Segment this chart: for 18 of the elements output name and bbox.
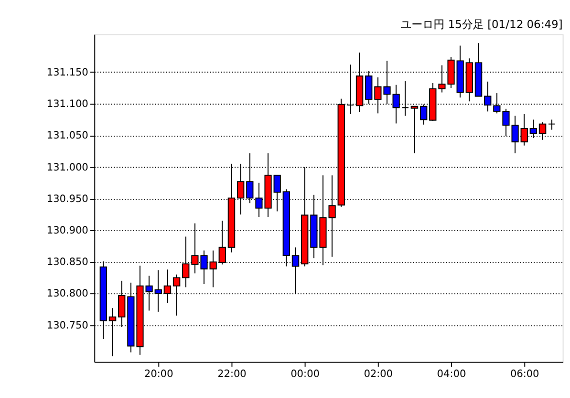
chart-title: ユーロ円 15分足 [01/12 06:49]	[400, 18, 563, 31]
candlestick	[548, 119, 556, 130]
y-tick-label: 130.750	[46, 320, 88, 332]
y-tick-label: 131.150	[46, 67, 88, 78]
x-tick-label: 04:00	[437, 368, 466, 380]
candlestick	[502, 108, 510, 137]
y-tick-label: 131.000	[46, 162, 88, 174]
y-tick-label: 130.850	[46, 257, 88, 268]
y-tick-label: 130.950	[46, 194, 88, 205]
y-tick-label: 131.100	[46, 99, 88, 110]
x-tick-label: 06:00	[510, 368, 540, 380]
y-tick-label: 130.900	[46, 225, 88, 236]
y-tick-label: 130.800	[46, 288, 88, 300]
x-tick-label: 02:00	[364, 368, 393, 380]
y-tick-label: 131.050	[46, 130, 88, 142]
x-tick-label: 20:00	[144, 368, 174, 380]
x-tick-label: 22:00	[217, 368, 246, 380]
x-tick-label: 00:00	[290, 368, 320, 380]
